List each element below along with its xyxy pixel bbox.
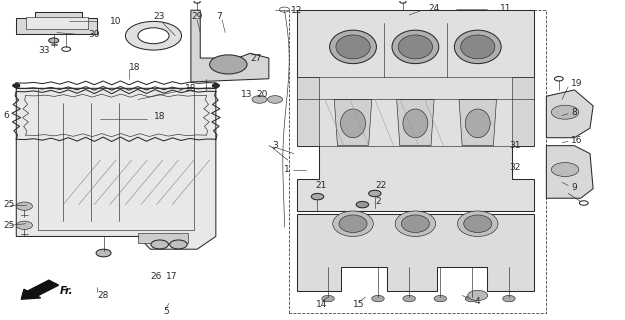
Text: 24: 24 [428,4,439,13]
Text: 18: 18 [154,113,165,122]
Ellipse shape [398,35,432,59]
Circle shape [551,105,579,119]
Text: 1: 1 [284,165,290,174]
Text: 5: 5 [163,307,169,316]
Circle shape [503,295,515,302]
Polygon shape [334,100,372,146]
Circle shape [372,295,384,302]
Text: 22: 22 [375,181,386,190]
Polygon shape [16,88,216,249]
Text: 25: 25 [4,200,15,209]
Circle shape [356,201,369,208]
Circle shape [465,295,478,302]
Polygon shape [546,90,593,138]
Circle shape [16,221,32,229]
Text: 20: 20 [256,90,268,99]
Ellipse shape [336,35,370,59]
Circle shape [209,55,247,74]
Circle shape [49,38,59,43]
Circle shape [138,28,169,44]
Polygon shape [546,146,593,198]
Text: 31: 31 [509,141,521,150]
Text: 33: 33 [38,45,49,55]
Text: Fr.: Fr. [60,286,74,296]
Polygon shape [297,10,534,211]
Text: 29: 29 [191,12,202,21]
Text: 3: 3 [272,141,278,150]
Text: 21: 21 [316,181,327,190]
Polygon shape [459,100,496,146]
Circle shape [126,21,181,50]
Circle shape [151,240,169,249]
Circle shape [403,295,416,302]
Text: 17: 17 [166,272,177,281]
Circle shape [369,190,381,197]
Text: 14: 14 [316,300,327,309]
Ellipse shape [465,109,490,138]
Polygon shape [138,233,188,243]
Ellipse shape [403,109,428,138]
Polygon shape [512,77,534,146]
Text: 16: 16 [571,136,582,145]
Ellipse shape [464,215,492,233]
Ellipse shape [461,35,495,59]
Circle shape [170,240,187,249]
Text: 15: 15 [353,300,364,309]
Ellipse shape [339,215,367,233]
Circle shape [16,202,32,210]
Text: 18: 18 [129,63,140,72]
Polygon shape [16,12,98,34]
Ellipse shape [332,211,373,236]
Ellipse shape [458,211,498,236]
Text: 10: 10 [110,17,121,26]
Circle shape [468,290,488,300]
Text: 25: 25 [4,221,15,230]
Ellipse shape [454,30,501,64]
Text: 12: 12 [291,6,302,15]
Text: 28: 28 [98,291,109,300]
Circle shape [96,249,111,257]
Text: 7: 7 [216,12,222,21]
Text: 11: 11 [499,4,511,13]
Ellipse shape [329,30,376,64]
Text: 26: 26 [151,272,162,281]
Text: 2: 2 [375,197,381,206]
Text: 6: 6 [4,111,9,120]
Circle shape [322,295,334,302]
Polygon shape [397,100,434,146]
Polygon shape [297,214,534,291]
Circle shape [268,96,282,103]
Text: 19: 19 [571,79,582,88]
Text: 4: 4 [474,297,480,306]
Text: 32: 32 [509,164,520,172]
FancyArrow shape [21,280,59,299]
Text: 8: 8 [571,108,577,117]
Ellipse shape [395,211,436,236]
Text: 30: 30 [88,30,99,39]
Ellipse shape [341,109,366,138]
Polygon shape [297,77,319,146]
Ellipse shape [392,30,439,64]
Polygon shape [26,17,88,29]
Polygon shape [191,10,269,82]
Ellipse shape [401,215,429,233]
Circle shape [311,194,324,200]
Text: 13: 13 [241,90,252,99]
Circle shape [551,163,579,177]
Circle shape [252,96,267,103]
Text: 18: 18 [184,84,196,93]
Text: 27: 27 [250,53,261,62]
Text: 9: 9 [571,183,577,192]
Circle shape [434,295,447,302]
Text: 23: 23 [154,12,165,21]
